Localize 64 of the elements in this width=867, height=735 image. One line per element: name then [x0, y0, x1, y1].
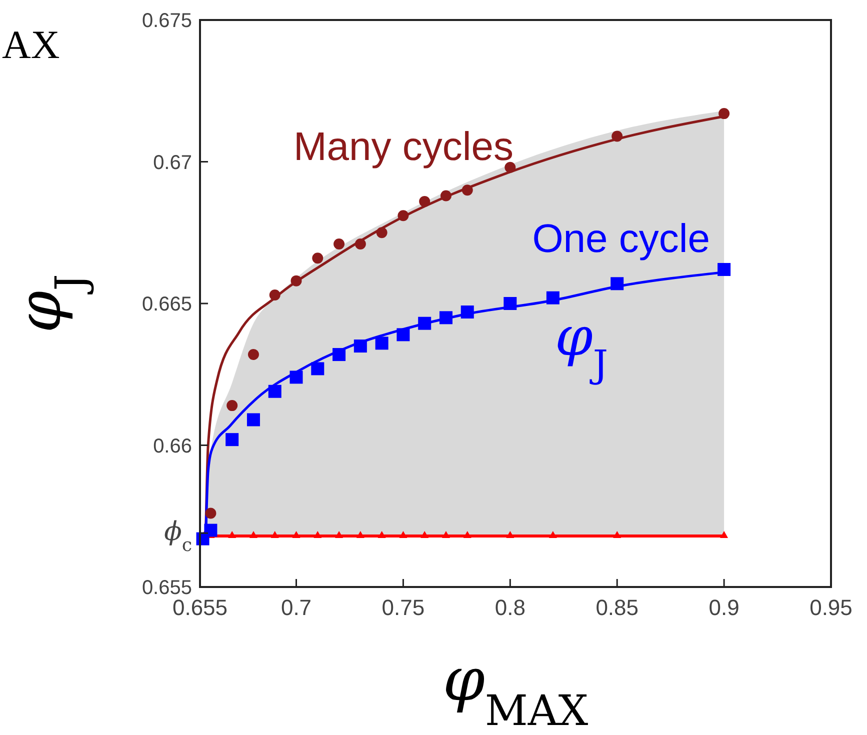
point: [720, 530, 728, 538]
point: [354, 238, 366, 250]
point: [311, 362, 324, 376]
point: [268, 384, 282, 398]
point: [612, 130, 623, 142]
point: [418, 316, 432, 330]
point: [376, 227, 388, 238]
point: [440, 190, 452, 202]
x-axis-title: φ$_{MAX}$: [442, 645, 588, 734]
point: [462, 184, 473, 196]
point: [204, 524, 218, 537]
point: [398, 210, 409, 222]
point: [332, 348, 346, 362]
point: [504, 297, 517, 310]
point: [226, 400, 238, 412]
x-tick-label: 0.8: [494, 595, 526, 620]
point: [548, 530, 557, 538]
x-tick-label: 0.95: [810, 595, 852, 620]
point: [205, 508, 216, 519]
point: [292, 530, 300, 538]
point: [249, 530, 258, 538]
x-tick-label: 0.9: [708, 595, 740, 620]
point: [460, 306, 474, 319]
point: [290, 275, 302, 286]
point: [226, 433, 239, 446]
point: [439, 311, 452, 324]
annotation: φ$_{J}$: [555, 305, 608, 386]
point: [246, 413, 260, 426]
text: AX: [2, 22, 60, 67]
series-label: Many cycles: [293, 125, 514, 169]
point: [396, 328, 410, 342]
point: [420, 530, 429, 538]
point: [613, 530, 622, 538]
y-tick-label: 0.675: [142, 10, 192, 32]
point: [312, 252, 324, 264]
x-tick-label: 0.7: [280, 595, 312, 620]
y-tick-label: 0.665: [142, 294, 192, 316]
point: [356, 530, 364, 538]
point: [314, 530, 322, 538]
x-tick-label: 0.75: [382, 595, 425, 620]
point: [419, 196, 430, 207]
y-tick-label: ϕ$_{c}$: [164, 517, 192, 556]
point: [375, 336, 388, 350]
point: [610, 277, 624, 290]
point: [718, 262, 731, 276]
point: [334, 238, 345, 250]
point: [269, 289, 280, 300]
point: [228, 530, 236, 538]
point: [248, 349, 259, 360]
series-label: One cycle: [532, 217, 710, 261]
point: [270, 530, 279, 538]
point: [546, 291, 560, 304]
point: [290, 370, 303, 384]
point: [718, 108, 730, 120]
point: [335, 530, 344, 538]
point: [463, 530, 472, 538]
x-tick-label: 0.85: [596, 595, 639, 620]
point: [442, 530, 450, 538]
y-tick-label: 0.66: [153, 435, 192, 458]
point: [354, 340, 367, 353]
y-tick-label: 0.67: [153, 152, 192, 174]
point: [399, 530, 408, 538]
point: [506, 530, 514, 538]
point: [378, 530, 386, 538]
